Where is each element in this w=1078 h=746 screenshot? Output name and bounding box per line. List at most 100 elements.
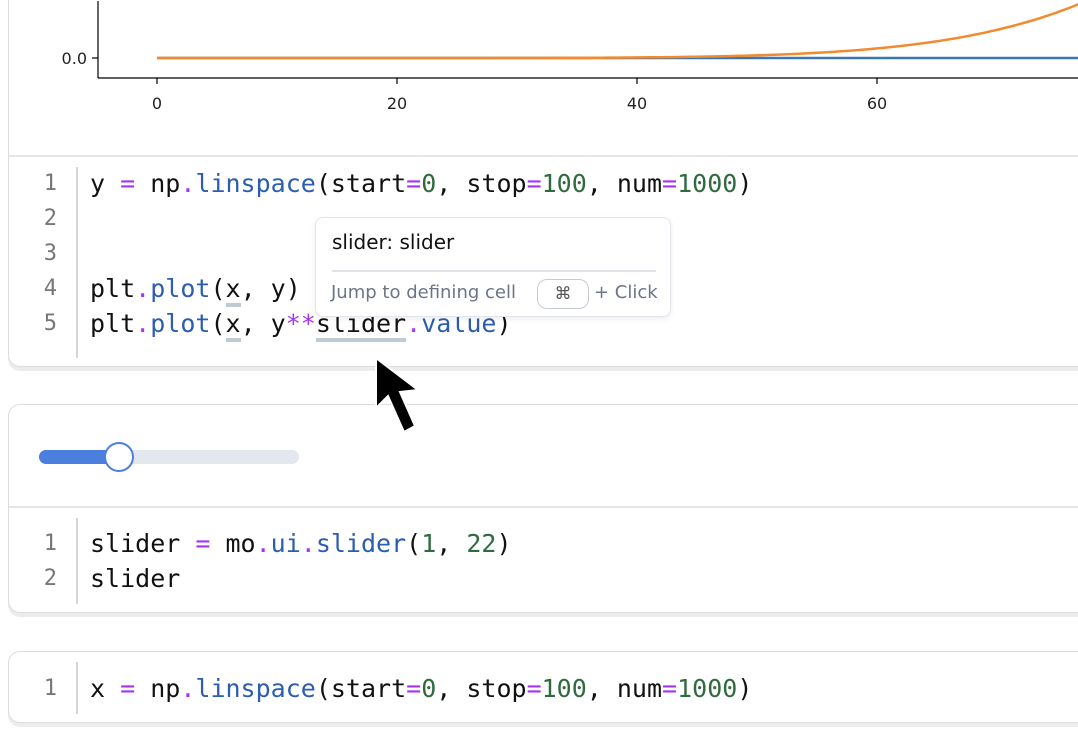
- code-token: , num: [586, 169, 663, 198]
- code-token: =: [120, 169, 136, 198]
- code-token: ): [737, 674, 753, 703]
- code-token: .: [135, 274, 151, 303]
- code-line[interactable]: 3: [9, 236, 1009, 271]
- code-text: slider: [90, 561, 180, 596]
- line-number: 2: [43, 206, 57, 231]
- code-token: slider: [315, 529, 407, 558]
- line-chart: 0 20 40 60 0.0: [62, 1, 1078, 113]
- code-token: plt: [90, 274, 136, 303]
- code-token: 100: [541, 674, 587, 703]
- series-line-y-pow-slider: [157, 3, 1078, 60]
- code-token: (start: [315, 169, 407, 198]
- code-token: .: [135, 309, 151, 338]
- code-line[interactable]: 2 slider: [9, 561, 1009, 596]
- code-token: , stop: [436, 169, 527, 198]
- code-token: 100: [541, 169, 587, 198]
- code-token: (: [210, 274, 226, 303]
- code-token: slider: [90, 529, 196, 558]
- mouse-pointer-icon: [375, 356, 421, 434]
- code-token: y: [90, 169, 121, 198]
- code-token: (: [406, 529, 422, 558]
- code-token: 22: [466, 529, 497, 558]
- code-editor[interactable]: 1 slider = mo.ui.slider(1, 22) 2 slider: [9, 508, 1078, 612]
- slider-track[interactable]: [39, 442, 299, 472]
- code-token: =: [526, 674, 542, 703]
- code-token: ): [737, 169, 753, 198]
- code-token: .: [180, 169, 196, 198]
- code-token: plt: [90, 309, 136, 338]
- cmd-key-icon: ⌘: [537, 279, 589, 309]
- y-tick-label: 0.0: [62, 49, 87, 68]
- x-tick-label: 40: [627, 94, 647, 113]
- code-token: =: [662, 169, 678, 198]
- code-token: **: [285, 309, 316, 338]
- code-text: slider = mo.ui.slider(1, 22): [90, 526, 512, 561]
- definition-tooltip: slider: slider Jump to defining cell ⌘ +…: [315, 217, 671, 317]
- code-line[interactable]: 1 slider = mo.ui.slider(1, 22): [9, 526, 1009, 561]
- code-token: x: [90, 674, 121, 703]
- code-token: (: [210, 309, 226, 338]
- code-token: linspace: [195, 674, 316, 703]
- code-token: 0: [421, 169, 437, 198]
- output-code-divider: [9, 506, 1078, 508]
- code-token: .: [300, 529, 316, 558]
- slider-output: [9, 405, 1078, 506]
- line-number: 3: [43, 241, 57, 266]
- line-number: 1: [43, 676, 57, 701]
- code-token: =: [195, 529, 211, 558]
- code-token: slider: [90, 564, 181, 593]
- code-token: 1000: [677, 169, 738, 198]
- cell-slider: 1 slider = mo.ui.slider(1, 22) 2 slider: [8, 404, 1078, 613]
- code-token: , y): [240, 274, 301, 303]
- code-token: =: [406, 169, 422, 198]
- code-token: (start: [315, 674, 407, 703]
- code-token: np: [135, 674, 181, 703]
- tooltip-divider: [332, 270, 656, 272]
- code-token: =: [120, 674, 136, 703]
- output-code-divider: [9, 155, 1078, 157]
- code-token: ,: [436, 529, 467, 558]
- line-number: 4: [43, 276, 57, 301]
- code-token: plot: [150, 309, 211, 338]
- code-token: 1: [421, 529, 437, 558]
- line-number: 1: [43, 531, 57, 556]
- code-token: =: [526, 169, 542, 198]
- code-token: plot: [150, 274, 211, 303]
- code-token: =: [662, 674, 678, 703]
- code-token: 0: [421, 674, 437, 703]
- line-number: 1: [43, 171, 57, 196]
- code-line[interactable]: 2: [9, 201, 1009, 236]
- gutter-divider: [76, 662, 78, 714]
- x-tick-label: 20: [387, 94, 407, 113]
- slider-thumb[interactable]: [104, 442, 135, 472]
- code-text: x = np.linspace(start=0, stop=100, num=1…: [90, 671, 752, 706]
- code-text: plt.plot(x, y): [90, 271, 301, 307]
- gutter-divider: [76, 167, 78, 358]
- line-number: 5: [43, 311, 57, 336]
- tooltip-hint: Jump to defining cell: [331, 282, 516, 303]
- code-token: np: [135, 169, 181, 198]
- code-token: .: [255, 529, 271, 558]
- slider-fill: [39, 450, 120, 464]
- code-token: , num: [586, 674, 663, 703]
- code-token: x: [225, 309, 241, 342]
- code-token: 1000: [677, 674, 738, 703]
- code-token: linspace: [195, 169, 316, 198]
- code-line[interactable]: 4 plt.plot(x, y): [9, 271, 1009, 307]
- code-token: , y: [240, 309, 286, 338]
- x-tick-label: 0: [152, 94, 162, 113]
- code-token: =: [406, 674, 422, 703]
- tooltip-click: + Click: [594, 282, 658, 303]
- tooltip-title: slider: slider: [332, 230, 455, 254]
- line-number: 2: [43, 566, 57, 591]
- code-token: x: [225, 274, 241, 307]
- code-text: y = np.linspace(start=0, stop=100, num=1…: [90, 166, 752, 201]
- code-token: mo: [210, 529, 256, 558]
- code-token: ): [496, 529, 512, 558]
- x-tick-label: 60: [867, 94, 887, 113]
